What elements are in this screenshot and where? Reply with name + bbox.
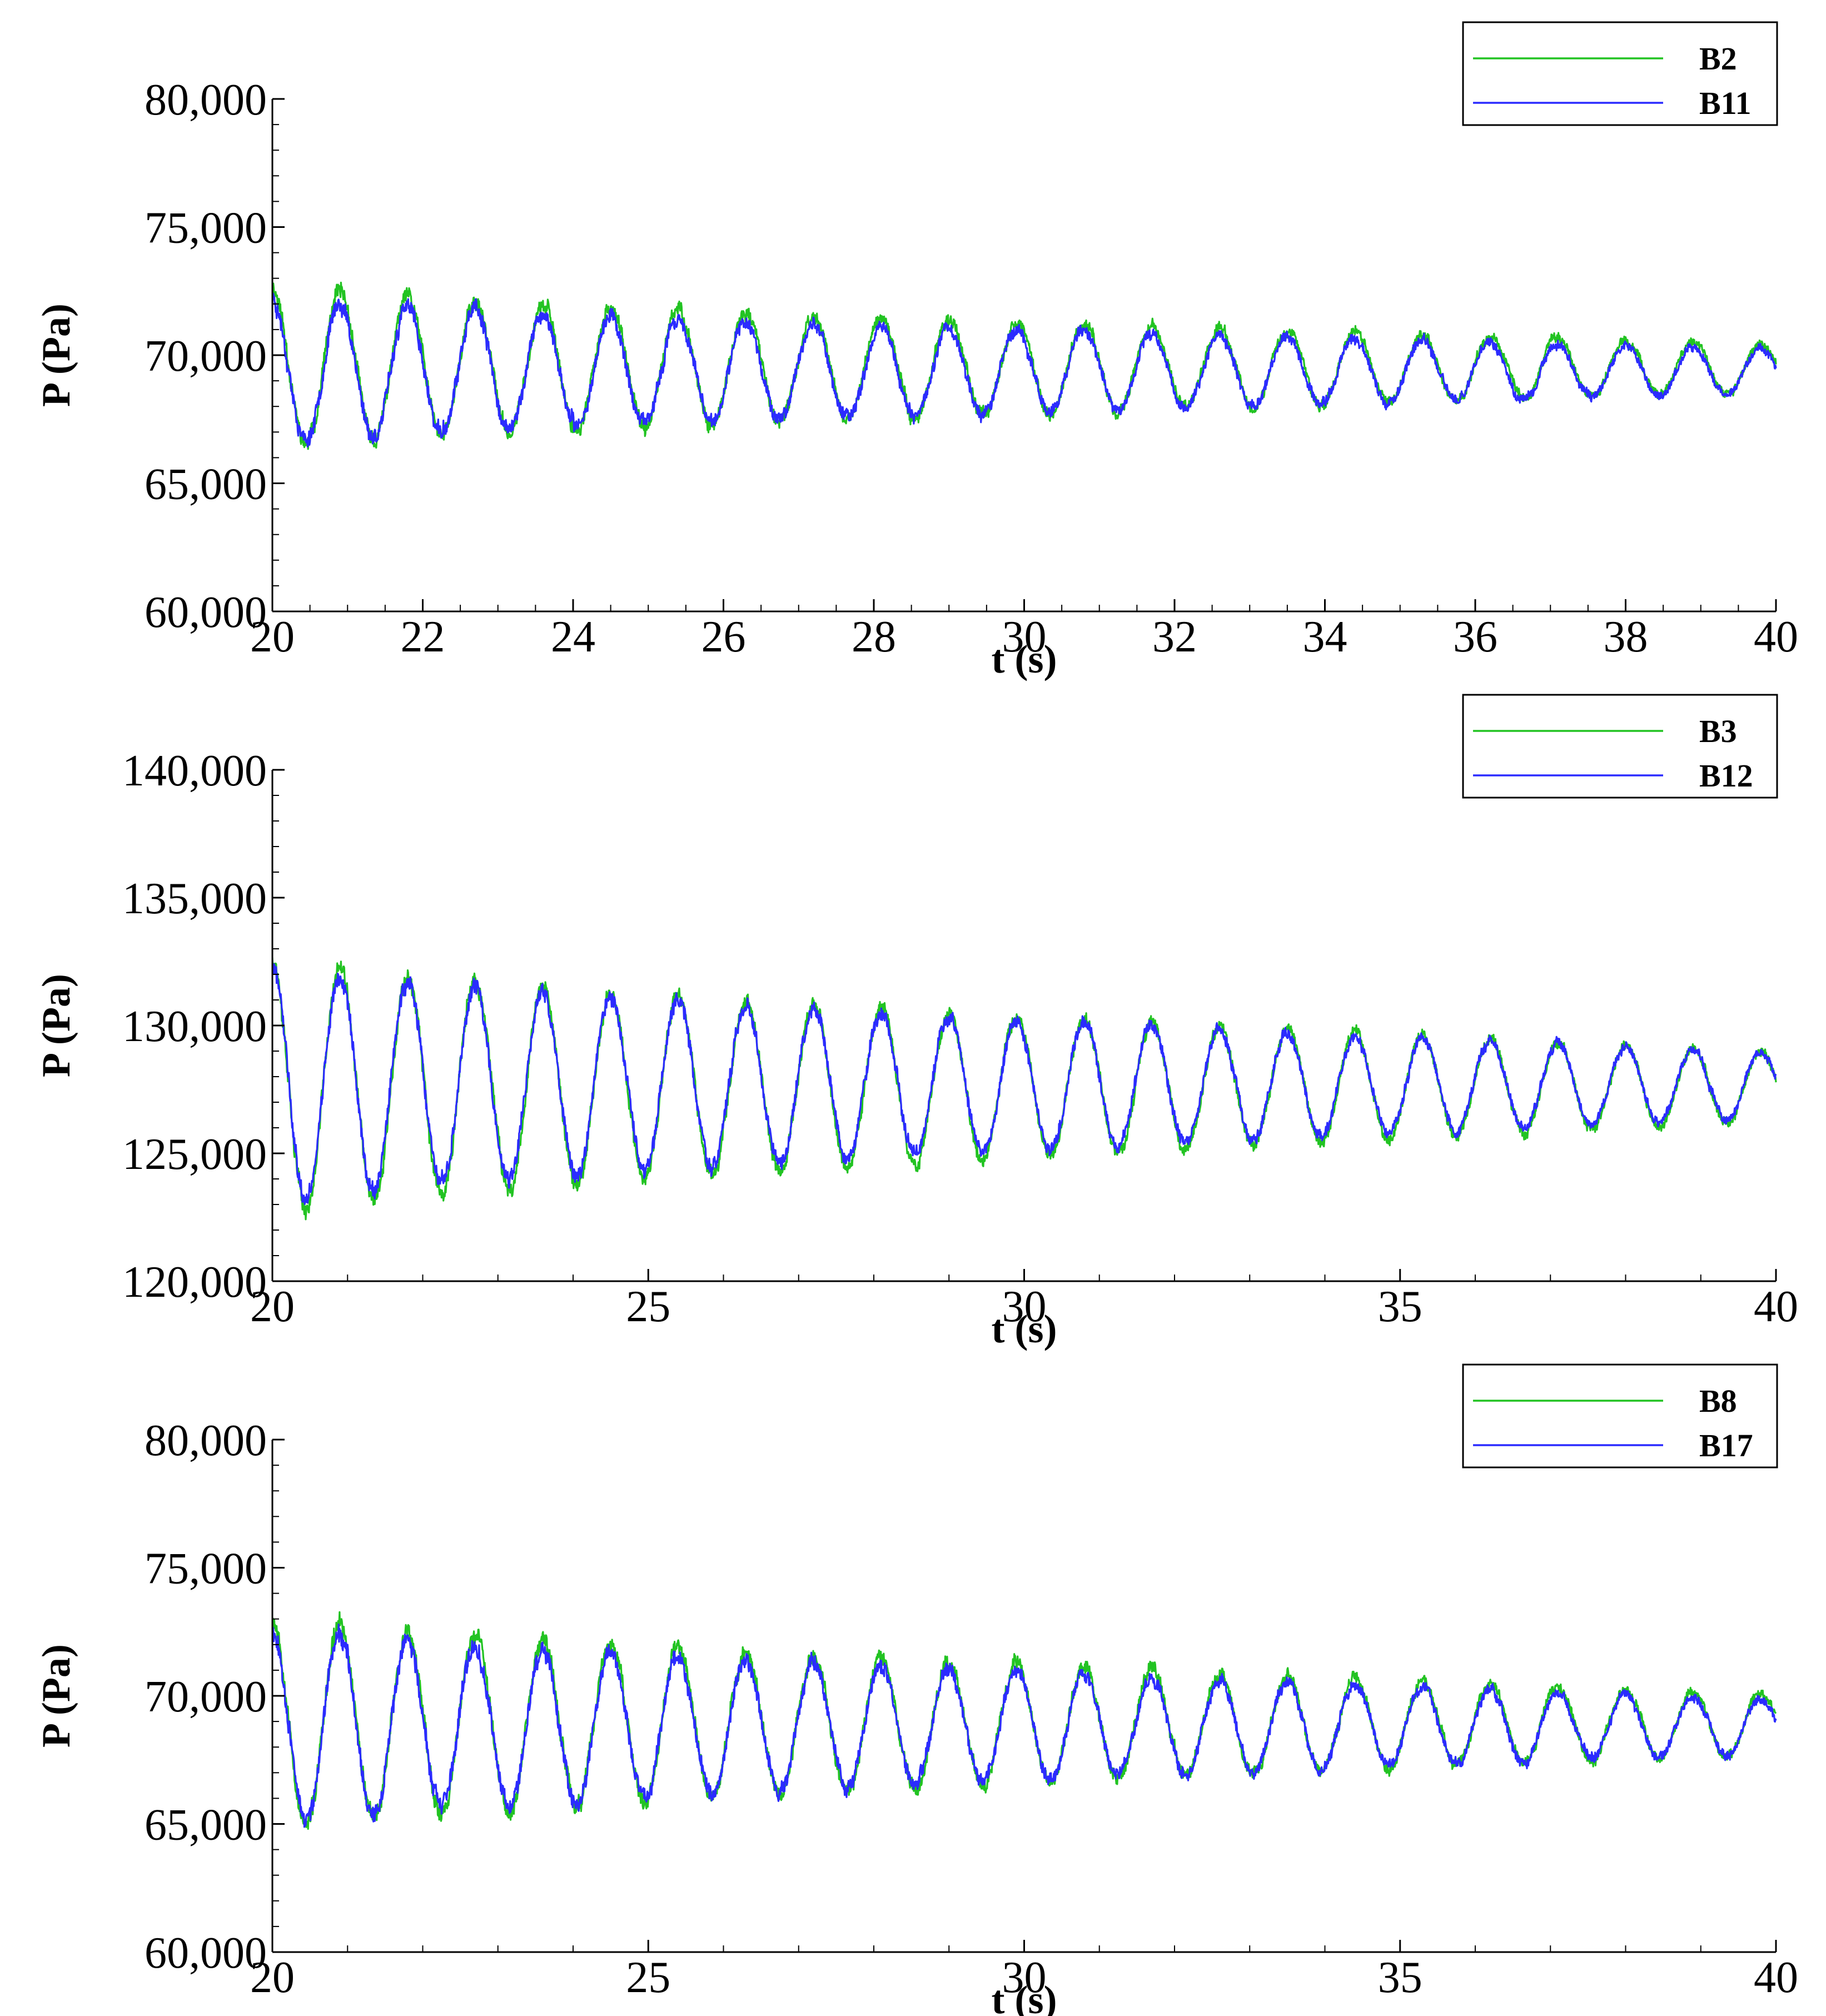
y-tick-label: 70,000 (145, 1672, 267, 1721)
legend-label-b3: B3 (1699, 713, 1737, 749)
x-tick-label: 30 (1002, 1953, 1047, 2002)
x-tick-label: 38 (1604, 613, 1648, 661)
x-tick-label: 40 (1754, 613, 1798, 661)
x-tick-label: 20 (250, 1282, 295, 1331)
x-tick-label: 30 (1002, 613, 1047, 661)
y-tick-label: 80,000 (145, 1416, 267, 1465)
legend-box (1462, 21, 1778, 126)
x-tick-label: 32 (1152, 613, 1197, 661)
x-tick-label: 36 (1453, 613, 1497, 661)
y-tick-label: 140,000 (122, 746, 267, 795)
legend-label-b2: B2 (1699, 41, 1737, 77)
series-line-b3 (272, 957, 1777, 1221)
y-tick-label: 135,000 (122, 874, 267, 923)
y-tick-label: 130,000 (122, 1002, 267, 1051)
x-tick-label: 24 (551, 613, 595, 661)
chart-panel-3: 60,000 65,000 70,000 75,000 80,000 20 25 30 35 40… (34, 1363, 1798, 2016)
x-tick-label: 35 (1378, 1953, 1422, 2002)
x-axis-title: t (s) (992, 1978, 1057, 2016)
y-tick-label: 120,000 (122, 1258, 267, 1307)
x-tick-label: 28 (852, 613, 896, 661)
y-tick-label: 65,000 (145, 460, 267, 509)
x-tick-label: 22 (401, 613, 445, 661)
x-tick-label: 25 (626, 1282, 670, 1331)
y-tick-label: 70,000 (145, 332, 267, 381)
y-axis-title: P (Pa) (34, 303, 78, 407)
series-line-b8 (272, 1611, 1777, 1830)
y-tick-label: 75,000 (145, 204, 267, 253)
series-line-b17 (272, 1623, 1777, 1828)
x-axis-title: t (s) (992, 1307, 1057, 1351)
x-tick-label: 40 (1754, 1282, 1798, 1331)
x-tick-label: 34 (1303, 613, 1347, 661)
y-tick-label: 60,000 (145, 588, 267, 637)
x-tick-label: 35 (1378, 1282, 1422, 1331)
x-axis-title: t (s) (992, 637, 1057, 681)
series-line-b12 (272, 960, 1777, 1205)
legend-label-b12: B12 (1699, 758, 1753, 794)
series-line-b2 (272, 281, 1777, 450)
x-tick-label: 40 (1754, 1953, 1798, 2002)
y-tick-label: 125,000 (122, 1130, 267, 1179)
x-tick-label: 26 (701, 613, 746, 661)
legend-box (1462, 1363, 1778, 1469)
legend-label-b11: B11 (1699, 85, 1752, 121)
y-tick-label: 60,000 (145, 1929, 267, 1978)
y-tick-label: 75,000 (145, 1545, 267, 1594)
x-tick-label: 30 (1002, 1282, 1047, 1331)
x-tick-label: 20 (250, 613, 295, 661)
x-tick-label: 20 (250, 1953, 295, 2002)
legend-box (1462, 694, 1778, 799)
y-axis-title: P (Pa) (34, 1644, 78, 1748)
chart-panel-1: 60,000 65,000 70,000 75,000 80,000 20 22 24 26 28… (34, 21, 1798, 681)
series-line-b11 (272, 292, 1777, 448)
legend-label-b17: B17 (1699, 1427, 1753, 1464)
chart-panel-2: 120,000 125,000 130,000 135,000 140,000 20 25 3… (34, 694, 1798, 1351)
legend-label-b8: B8 (1699, 1383, 1737, 1419)
x-tick-label: 25 (626, 1953, 670, 2002)
y-axis-title: P (Pa) (34, 974, 78, 1077)
y-tick-label: 65,000 (145, 1801, 267, 1850)
y-tick-label: 80,000 (145, 76, 267, 125)
